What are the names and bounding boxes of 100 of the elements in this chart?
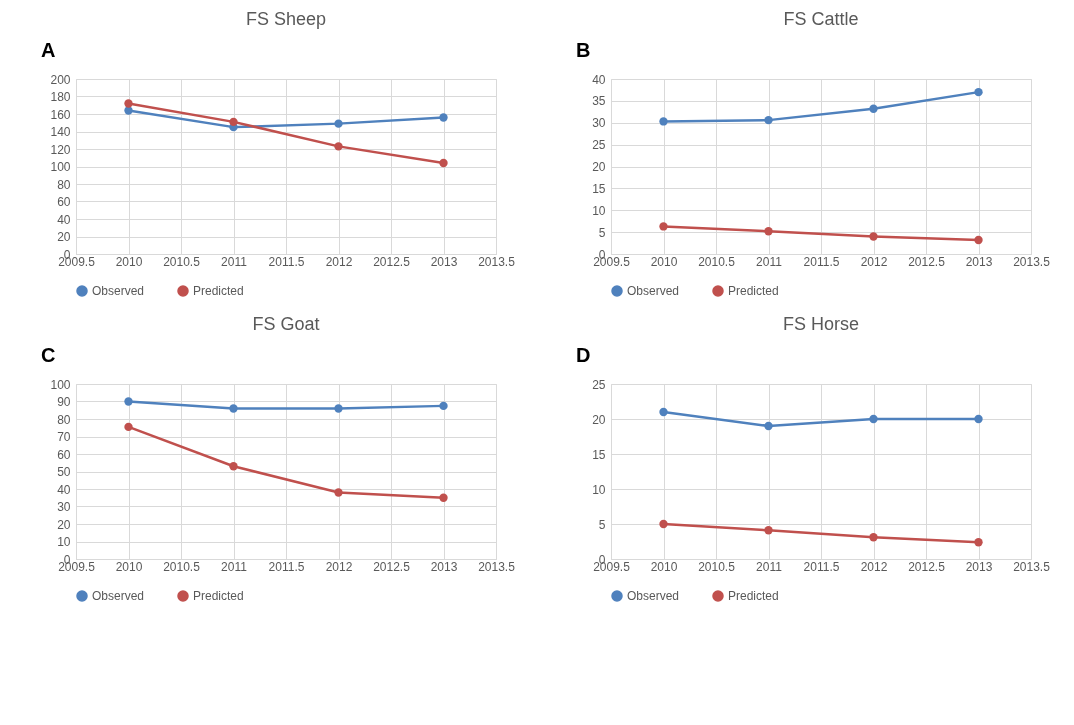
y-tick-label: 40 (592, 72, 606, 87)
y-tick-label: 160 (50, 107, 71, 122)
chart-title: FS Horse (782, 314, 860, 334)
point (659, 519, 668, 529)
legend-label: Predicted (728, 284, 779, 298)
y-tick-label: 20 (57, 517, 71, 532)
legend-label: Predicted (193, 589, 244, 603)
point (764, 227, 773, 236)
y-tick-label: 20 (592, 160, 606, 174)
y-tick-label: 80 (57, 177, 71, 192)
y-tick-label: 10 (592, 482, 606, 497)
x-tick-label: 2010.5 (163, 254, 201, 269)
point (229, 117, 238, 127)
x-tick-label: 2011.5 (803, 559, 840, 574)
point (869, 414, 878, 424)
point (659, 407, 668, 417)
x-tick-label: 2013 (430, 559, 458, 574)
y-tick-label: 70 (57, 430, 71, 444)
point (124, 422, 133, 432)
x-tick-label: 2013 (965, 559, 993, 574)
x-tick-label: 2010 (115, 254, 143, 269)
y-tick-label: 15 (592, 447, 606, 462)
y-tick-label: 10 (57, 535, 71, 549)
point (659, 222, 668, 231)
x-tick-label: 2013.5 (1013, 254, 1051, 269)
point (334, 142, 343, 151)
point (439, 401, 448, 411)
legend-label: Predicted (193, 284, 244, 298)
point (974, 235, 983, 245)
x-tick-label: 2012 (860, 559, 888, 574)
text: C (41, 344, 56, 366)
x-tick-label: 2012.5 (373, 254, 411, 269)
point (439, 158, 448, 168)
point (659, 117, 668, 126)
y-tick-label: 5 (598, 225, 606, 240)
y-tick-label: 120 (50, 142, 71, 157)
point (229, 462, 238, 471)
x-tick-label: 2012.5 (908, 254, 946, 269)
x-tick-label: 2010.5 (163, 559, 201, 574)
y-tick-label: 20 (57, 230, 71, 244)
y-tick-label: 180 (50, 90, 71, 104)
y-tick-label: 100 (50, 377, 71, 392)
point (974, 538, 983, 547)
y-tick-label: 35 (592, 94, 606, 109)
text: B (576, 39, 591, 61)
x-tick-label: 2011.5 (803, 254, 840, 269)
y-tick-label: 50 (57, 465, 71, 479)
x-tick-label: 2010 (115, 559, 143, 574)
x-tick-label: 2012 (325, 559, 353, 574)
y-tick-label: 30 (592, 116, 606, 131)
chart-title: FS Sheep (245, 9, 327, 29)
text: A (41, 39, 56, 61)
x-tick-label: 2012 (860, 254, 888, 269)
legend-label: Observed (92, 284, 145, 298)
point (124, 99, 133, 108)
x-tick-label: 2012.5 (373, 559, 411, 574)
y-tick-label: 40 (57, 482, 71, 497)
legend-label: Predicted (728, 589, 779, 603)
y-tick-label: 20 (592, 412, 606, 427)
point (764, 115, 773, 125)
x-tick-label: 2011 (756, 254, 783, 269)
point (869, 104, 878, 113)
point (764, 526, 773, 535)
x-tick-label: 2013 (965, 254, 993, 269)
x-tick-label: 2011 (756, 559, 783, 574)
point (869, 232, 878, 241)
x-tick-label: 2011 (221, 559, 248, 574)
point (334, 119, 343, 128)
y-tick-label: 200 (50, 72, 71, 87)
point (974, 414, 983, 424)
y-tick-label: 10 (592, 203, 606, 218)
point (974, 87, 983, 97)
y-tick-label: 5 (598, 517, 606, 532)
point (439, 493, 448, 502)
point (439, 113, 448, 122)
legend-label: Observed (627, 284, 680, 298)
point (229, 404, 238, 413)
y-tick-label: 100 (50, 160, 71, 174)
point (334, 488, 343, 497)
y-tick-label: 15 (592, 181, 606, 196)
y-tick-label: 90 (57, 395, 71, 409)
y-tick-label: 80 (57, 412, 71, 427)
point (124, 397, 133, 406)
legend-label: Observed (627, 589, 680, 603)
y-tick-label: 30 (57, 500, 71, 514)
point (334, 404, 343, 413)
text: D (576, 344, 591, 366)
x-tick-label: 2011.5 (268, 254, 305, 269)
x-tick-label: 2010 (650, 254, 678, 269)
x-tick-label: 2013 (430, 254, 458, 269)
x-tick-label: 2011.5 (268, 559, 305, 574)
y-tick-label: 40 (57, 212, 71, 227)
point (869, 533, 878, 542)
x-tick-label: 2011 (221, 254, 248, 269)
x-tick-label: 2013.5 (478, 559, 516, 574)
x-tick-label: 2013.5 (478, 254, 516, 269)
point (764, 421, 773, 431)
y-tick-label: 25 (592, 138, 606, 153)
x-tick-label: 2012.5 (908, 559, 946, 574)
chart-title: FS Cattle (783, 9, 859, 29)
